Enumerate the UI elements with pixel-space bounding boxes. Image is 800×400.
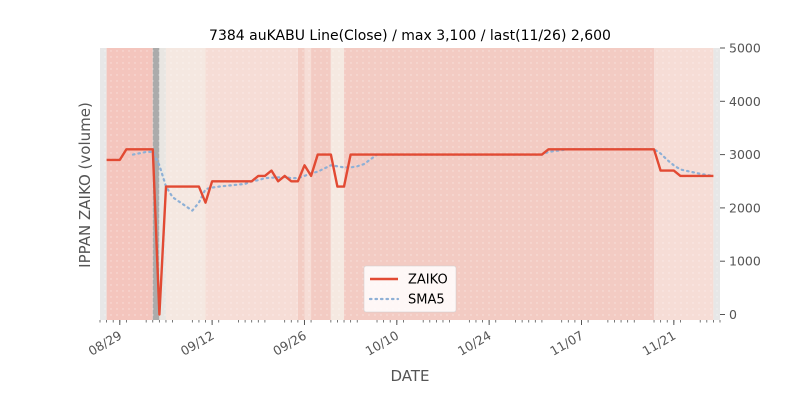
series-layer	[106, 148, 715, 316]
x-tick-label: 10/24	[455, 328, 494, 359]
x-tick-label: 09/26	[270, 328, 309, 359]
y-tick-label: 1000	[729, 254, 761, 269]
chart-title: 7384 auKABU Line(Close) / max 3,100 / la…	[209, 28, 611, 44]
x-tick-label: 08/29	[86, 328, 125, 359]
legend: ZAIKO SMA5	[363, 265, 457, 313]
x-tick-label: 11/21	[640, 328, 679, 359]
legend-box	[363, 265, 457, 313]
legend-label-zaiko: ZAIKO	[408, 273, 448, 288]
series-line-zaiko	[106, 148, 714, 316]
y-tick-label: 5000	[729, 41, 761, 56]
x-tick-label: 09/12	[178, 328, 217, 359]
y-tick-label: 0	[729, 307, 737, 322]
x-axis-label: DATE	[390, 367, 429, 385]
x-tick-label: 11/07	[547, 328, 586, 359]
y-axis-label: IPPAN ZAIKO (volume)	[76, 102, 94, 268]
y-tick-label: 4000	[729, 94, 761, 109]
x-tick-label: 10/10	[363, 328, 402, 359]
y-tick-label: 2000	[729, 200, 761, 215]
legend-label-sma5: SMA5	[408, 293, 445, 308]
y-tick-label: 3000	[729, 147, 761, 162]
